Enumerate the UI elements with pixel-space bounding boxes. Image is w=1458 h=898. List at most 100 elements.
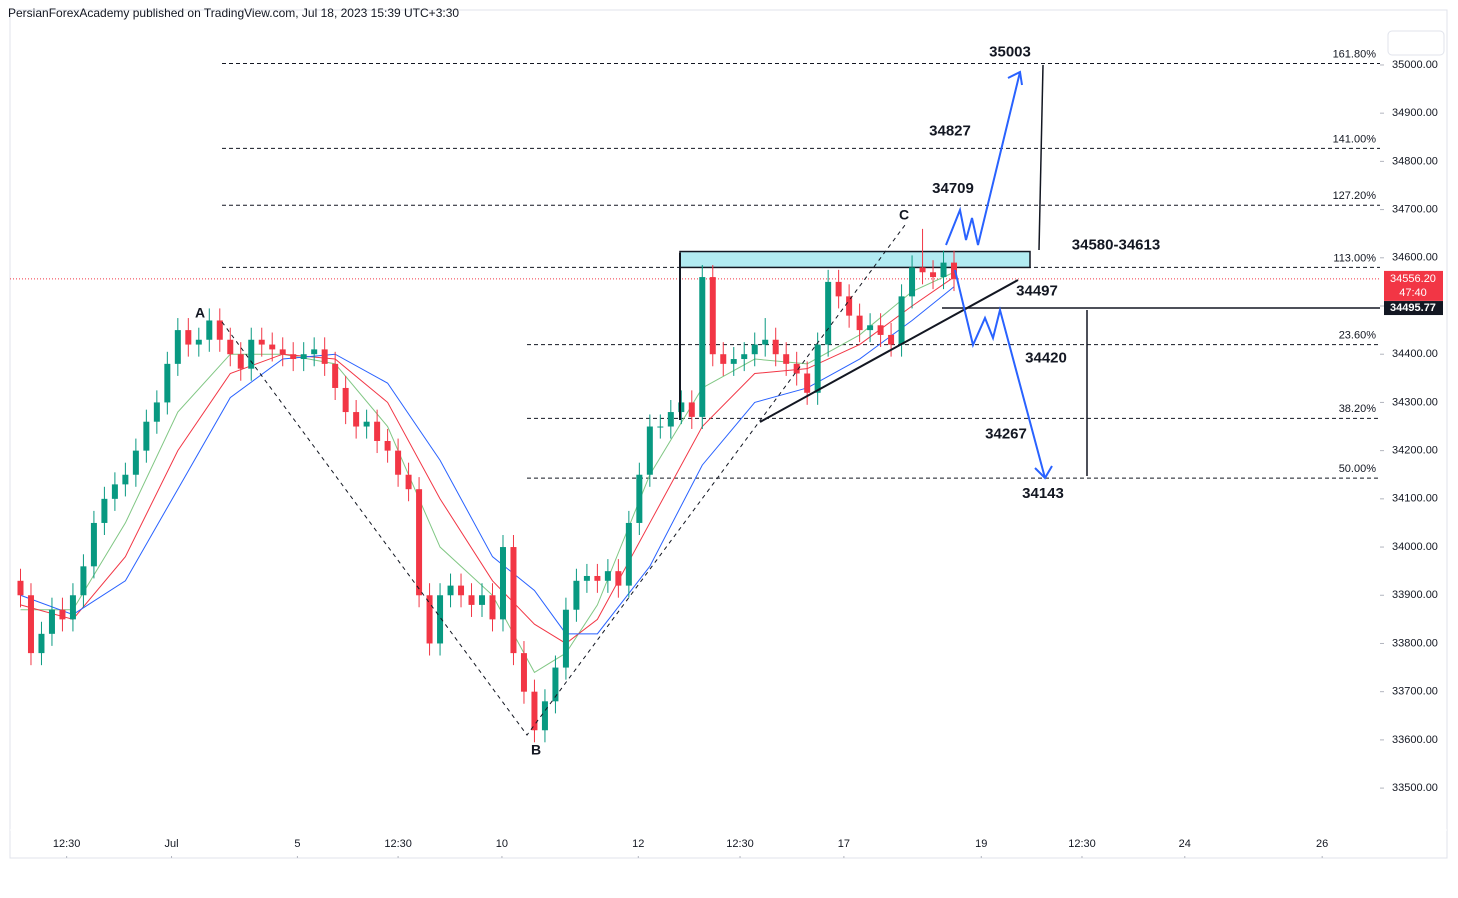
fib-ratio: 50.00% — [1339, 463, 1377, 475]
candle-body — [342, 387, 349, 413]
x-tick-label: Jul — [165, 838, 179, 850]
candle-body — [290, 354, 297, 360]
fib-ratio: 23.60% — [1339, 329, 1377, 341]
projection-down — [954, 269, 1046, 479]
candle-body — [793, 363, 800, 374]
candle-body — [237, 354, 244, 369]
candle-body — [835, 281, 842, 297]
candle-body — [678, 402, 685, 413]
candle-body — [489, 595, 496, 620]
candle-body — [510, 547, 517, 654]
candle-body — [646, 426, 653, 475]
header: PersianForexAcademy published on Trading… — [8, 6, 459, 20]
y-tick-label: 33900.00 — [1392, 589, 1438, 601]
fib-ratio: 161.80% — [1333, 48, 1377, 60]
y-tick-label: 34900.00 — [1392, 107, 1438, 119]
candle-body — [164, 363, 171, 403]
button[interactable] — [1387, 30, 1445, 56]
drawing-line — [1038, 64, 1044, 251]
y-tick-label: 34300.00 — [1392, 396, 1438, 408]
candle-body — [520, 653, 527, 692]
candle-body — [720, 354, 727, 364]
last-price-label: 34556.20 — [1390, 273, 1436, 285]
candle-body — [321, 349, 328, 364]
wave-label: C — [899, 207, 909, 223]
candle-body — [898, 296, 905, 345]
candle-body — [384, 440, 391, 451]
candle-body — [468, 595, 475, 605]
candle-body — [122, 474, 129, 485]
candle-body — [416, 489, 423, 596]
price-label: 35003 — [989, 43, 1031, 60]
candle-body — [604, 571, 611, 581]
projection-up — [945, 71, 1021, 246]
y-tick-label: 33700.00 — [1392, 686, 1438, 698]
candle-body — [562, 609, 569, 668]
candle-body — [583, 575, 590, 581]
support-label: 34497 — [1016, 282, 1058, 299]
y-tick-label: 33800.00 — [1392, 637, 1438, 649]
y-tick-label: 34600.00 — [1392, 252, 1438, 264]
zone-label: 34580-34613 — [1072, 236, 1160, 253]
wave-label: B — [531, 742, 541, 758]
y-tick-label: 34000.00 — [1392, 541, 1438, 553]
candle-body — [59, 609, 66, 620]
x-tick-label: 5 — [294, 838, 300, 850]
candle-body — [311, 349, 318, 355]
candle-body — [825, 281, 832, 345]
y-tick-label: 33600.00 — [1392, 734, 1438, 746]
candle-body — [741, 354, 748, 360]
zone — [679, 250, 1031, 269]
candle-body — [951, 262, 958, 279]
candle-body — [940, 262, 947, 278]
price-label: 34143 — [1022, 485, 1064, 502]
candle-body — [269, 344, 276, 350]
candle-body — [195, 339, 202, 345]
price-label: 34420 — [1025, 350, 1067, 367]
candle-body — [856, 315, 863, 331]
layers: 35000.00 34900.00 34800.00 34700.00 34600.00… — [10, 43, 1443, 858]
price-label: 34267 — [985, 425, 1027, 442]
y-tick-label: 34200.00 — [1392, 445, 1438, 457]
fib-ratio: 113.00% — [1333, 252, 1376, 264]
candle-body — [846, 296, 853, 316]
candle-body — [353, 412, 360, 427]
candle-body — [552, 667, 559, 702]
arrow-head — [1034, 465, 1053, 480]
y-tick-label: 34800.00 — [1392, 155, 1438, 167]
fib-ratio: 38.20% — [1339, 403, 1377, 415]
x-tick-label: 26 — [1316, 838, 1328, 850]
candle-body — [374, 421, 381, 441]
candle-body — [636, 474, 643, 523]
candle-body — [814, 344, 821, 393]
wave-line — [221, 224, 906, 736]
candle-body — [625, 522, 632, 586]
price-label: 34709 — [932, 180, 974, 197]
candle-body — [101, 498, 108, 523]
candle-body — [395, 450, 402, 475]
candle-body — [143, 421, 150, 451]
candle-body — [531, 691, 538, 731]
candle-body — [657, 426, 664, 428]
candle-body — [804, 373, 811, 393]
candle-body — [363, 421, 370, 427]
candle-body — [541, 701, 548, 731]
candle-body — [919, 267, 926, 273]
candle-body — [909, 267, 916, 297]
y-tick-label: 35000.00 — [1392, 59, 1438, 71]
candle-body — [258, 339, 265, 345]
candle-body — [248, 339, 255, 369]
trendline — [759, 279, 1019, 423]
y-tick-label: 34700.00 — [1392, 203, 1438, 215]
candle-body — [688, 402, 695, 417]
candle-body — [888, 334, 895, 345]
x-tick-label: 12:30 — [1068, 838, 1096, 850]
candle-body — [751, 344, 758, 355]
x-tick-label: 10 — [496, 838, 508, 850]
fib-ratio: 127.20% — [1333, 190, 1377, 202]
candle-body — [458, 585, 465, 596]
candle-body — [80, 566, 87, 596]
candle-body — [667, 412, 674, 427]
candle-body — [615, 571, 622, 586]
x-tick-label: 12:30 — [384, 838, 412, 850]
